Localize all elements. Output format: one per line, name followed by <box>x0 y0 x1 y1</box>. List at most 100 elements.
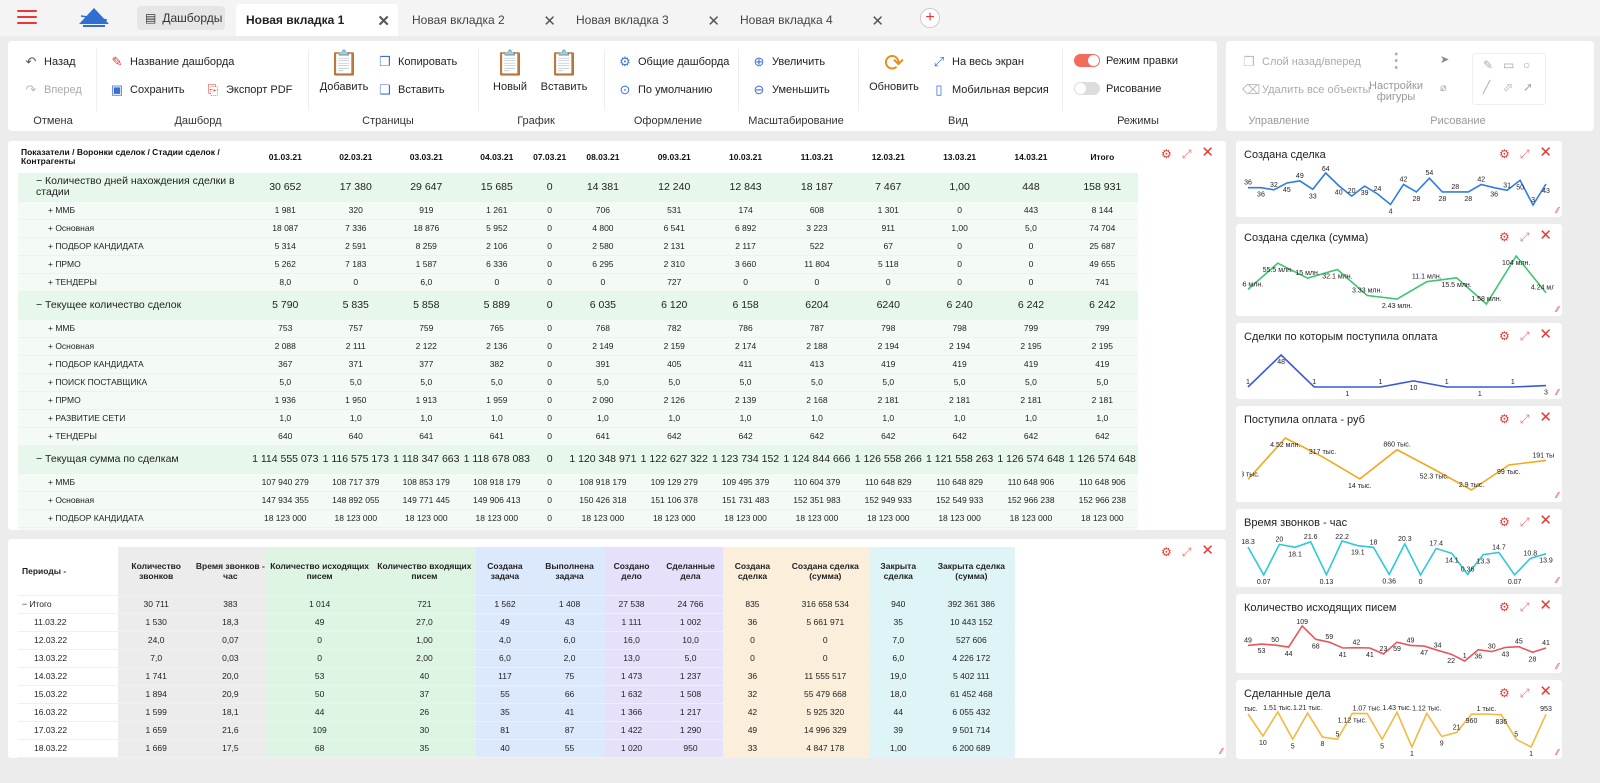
tab-2[interactable]: Новая вкладка 2 ✕ <box>402 4 564 36</box>
arrow-fill-tool-icon[interactable]: ➚ <box>1523 80 1534 94</box>
close-icon[interactable]: ✕ <box>1539 227 1552 244</box>
column-header[interactable]: 04.03.21 <box>461 141 533 174</box>
pencil-tool-icon[interactable]: ✎ <box>1483 58 1494 72</box>
column-header[interactable]: 12.03.21 <box>852 141 924 174</box>
column-header[interactable]: Выполнена задача <box>533 547 606 596</box>
drawing-toggle[interactable]: Рисование <box>1074 82 1161 95</box>
expand-icon[interactable]: ⤢ <box>1519 329 1530 343</box>
expand-icon[interactable]: ⤢ <box>1519 686 1530 700</box>
gear-icon[interactable]: ⚙ <box>1499 329 1510 343</box>
row-label[interactable]: − Количество дней нахождения сделки в ст… <box>18 173 250 202</box>
tab-1[interactable]: Новая вкладка 1 ✕ <box>236 4 398 36</box>
row-label[interactable]: + ТЕНДЕРЫ <box>18 273 250 292</box>
save-button[interactable]: ▣ Сохранить <box>110 82 185 98</box>
mobile-button[interactable]: ▯ Мобильная версия <box>932 82 1048 98</box>
column-header[interactable]: 01.03.21 <box>250 141 321 174</box>
close-icon[interactable]: ✕ <box>1201 144 1214 161</box>
column-header[interactable]: Время звонков - час <box>194 547 267 596</box>
export-pdf-button[interactable]: ⎘ Экспорт PDF <box>206 82 293 98</box>
row-label[interactable]: 14.03.22 <box>18 667 118 686</box>
expand-icon[interactable]: ⤢ <box>1519 600 1530 614</box>
column-header[interactable]: Сделанные дела <box>657 547 724 596</box>
dashboards-button[interactable]: ▤ Дашборды <box>137 6 225 30</box>
circle-tool-icon[interactable]: ○ <box>1523 58 1531 72</box>
expand-icon[interactable]: ⤢ <box>1519 412 1530 426</box>
column-header[interactable]: Периоды - <box>18 547 118 596</box>
resize-handle-icon[interactable]: ⁄⁄ <box>1556 576 1559 585</box>
row-label[interactable]: + ПОДБОР КАНДИДАТА <box>18 355 250 374</box>
row-label[interactable]: + ММБ <box>18 319 250 338</box>
close-icon[interactable]: ✕ <box>1539 144 1552 161</box>
expand-icon[interactable]: ⤢ <box>1519 230 1530 244</box>
gear-icon[interactable]: ⚙ <box>1161 545 1172 559</box>
column-header[interactable]: Создана сделка (сумма) <box>781 547 869 596</box>
back-button[interactable]: ↶ Назад <box>24 54 76 70</box>
row-label[interactable]: + ММБ <box>18 473 250 492</box>
row-label[interactable]: 11.03.22 <box>18 613 118 632</box>
row-label[interactable]: 16.03.22 <box>18 703 118 722</box>
delete-all-button[interactable]: ⌫ Удалить все объекты <box>1242 82 1370 98</box>
eraser-icon[interactable]: ⌀ <box>1440 82 1447 94</box>
insert-chart-button[interactable]: 📋 Вставить <box>534 49 594 93</box>
row-label[interactable]: + Основная <box>18 219 250 238</box>
fullscreen-button[interactable]: ⤢ На весь экран <box>932 54 1024 70</box>
expand-icon[interactable]: ⤢ <box>1519 515 1530 529</box>
resize-handle-icon[interactable]: ⁄⁄ <box>1556 662 1559 671</box>
row-label[interactable]: − Текущее количество сделок <box>18 291 250 320</box>
gear-icon[interactable]: ⚙ <box>1161 147 1172 161</box>
column-header[interactable]: Создано дело <box>605 547 658 596</box>
close-icon[interactable]: ✕ <box>1539 512 1552 529</box>
paste-button[interactable]: ❏ Вставить <box>378 82 444 98</box>
gear-icon[interactable]: ⚙ <box>1499 147 1510 161</box>
row-label[interactable]: + Основная <box>18 491 250 510</box>
column-header[interactable]: 02.03.21 <box>320 141 392 174</box>
column-header[interactable]: 11.03.21 <box>781 141 853 174</box>
rect-tool-icon[interactable]: ▭ <box>1503 58 1515 72</box>
column-header[interactable]: 08.03.21 <box>567 141 639 174</box>
row-label[interactable]: − ПОИСК ПОСТАВЩИКА <box>18 527 250 530</box>
copy-button[interactable]: ❐ Копировать <box>378 54 457 70</box>
row-label[interactable]: + ПОДБОР КАНДИДАТА <box>18 237 250 256</box>
row-label[interactable]: + ПОДБОР КАНДИДАТА <box>18 509 250 528</box>
column-header[interactable]: 14.03.21 <box>995 141 1067 174</box>
column-header[interactable]: Создана сделка <box>723 547 782 596</box>
resize-handle-icon[interactable]: ⁄⁄ <box>1220 747 1223 756</box>
cursor-icon[interactable]: ➤ <box>1440 54 1450 66</box>
forward-button[interactable]: ↷ Вперед <box>24 82 82 98</box>
column-header[interactable]: 09.03.21 <box>638 141 710 174</box>
row-label[interactable]: 13.03.22 <box>18 649 118 668</box>
close-icon[interactable]: ✕ <box>1201 542 1214 559</box>
close-icon[interactable]: ✕ <box>1539 683 1552 700</box>
column-header[interactable]: 03.03.21 <box>391 141 462 174</box>
resize-handle-icon[interactable]: ⁄⁄ <box>1556 748 1559 757</box>
column-header[interactable]: Количество исходящих писем <box>266 547 373 596</box>
add-page-button[interactable]: 📋 Добавить <box>314 49 374 93</box>
column-header[interactable]: Закрыта сделка (сумма) <box>927 547 1015 596</box>
arrow-tool-icon[interactable]: ⬀ <box>1503 80 1514 94</box>
row-label[interactable]: − Текущая сумма по сделкам <box>18 445 250 474</box>
row-label[interactable]: + РАЗВИТИЕ СЕТИ <box>18 409 250 428</box>
close-icon[interactable]: ✕ <box>377 13 390 30</box>
gear-icon[interactable]: ⚙ <box>1499 686 1510 700</box>
column-header[interactable]: Количество звонков <box>118 547 195 596</box>
expand-icon[interactable]: ⤢ <box>1181 147 1192 161</box>
row-label[interactable]: 15.03.22 <box>18 685 118 704</box>
expand-icon[interactable]: ⤢ <box>1519 147 1530 161</box>
zoom-out-button[interactable]: ⊖ Уменьшить <box>752 82 830 98</box>
new-chart-button[interactable]: 📋 Новый <box>480 49 540 93</box>
row-label[interactable]: + ПРМО <box>18 391 250 410</box>
refresh-button[interactable]: ⟳ Обновить <box>864 49 924 93</box>
add-tab-button[interactable]: + <box>920 8 940 28</box>
line-tool-icon[interactable]: ╱ <box>1483 80 1491 94</box>
close-icon[interactable]: ✕ <box>871 13 884 30</box>
gear-icon[interactable]: ⚙ <box>1499 600 1510 614</box>
row-label[interactable]: 12.03.22 <box>18 631 118 650</box>
resize-handle-icon[interactable]: ⁄⁄ <box>1556 388 1559 397</box>
default-button[interactable]: ⊙ По умолчанию <box>618 82 713 98</box>
tab-4[interactable]: Новая вкладка 4 ✕ <box>730 4 892 36</box>
column-header[interactable]: 13.03.21 <box>923 141 996 174</box>
column-header[interactable]: Создана задача <box>475 547 534 596</box>
close-icon[interactable]: ✕ <box>543 13 556 30</box>
resize-handle-icon[interactable]: ⁄⁄ <box>1556 305 1559 314</box>
row-label[interactable]: + ТЕНДЕРЫ <box>18 427 250 446</box>
